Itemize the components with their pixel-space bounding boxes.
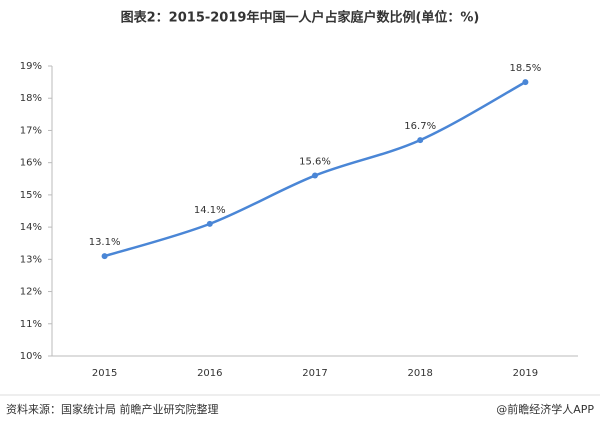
x-tick-label: 2018 (407, 368, 432, 379)
source-note: 资料来源：国家统计局 前瞻产业研究院整理 (6, 402, 219, 416)
y-tick-label: 18% (20, 93, 42, 104)
y-tick-label: 12% (20, 287, 42, 298)
value-label: 18.5% (510, 63, 542, 74)
point (206, 220, 213, 227)
x-tick-label: 2019 (513, 368, 538, 379)
credit: @前瞻经济学人APP (496, 402, 594, 416)
x-tick-label: 2017 (302, 368, 327, 379)
y-tick-label: 10% (20, 351, 42, 362)
point (312, 172, 318, 179)
line (104, 81, 527, 258)
y-tick-label: 13% (20, 254, 42, 265)
chart-title: 图表2：2015-2019年中国一人户占家庭户数比例(单位：%) (121, 10, 480, 26)
x-tick-label: 2015 (92, 368, 117, 379)
y-tick-label: 14% (20, 222, 42, 233)
x-tick-label: 2016 (197, 368, 222, 379)
value-label: 14.1% (194, 205, 226, 216)
point (101, 253, 108, 260)
value-label: 15.6% (299, 157, 331, 168)
point (522, 79, 529, 86)
y-tick-label: 16% (20, 158, 42, 169)
value-label: 13.1% (89, 237, 121, 248)
point (417, 137, 424, 144)
y-tick-label: 17% (20, 125, 42, 136)
value-label: 16.7% (404, 121, 436, 132)
y-tick-label: 11% (20, 319, 42, 330)
y-tick-label: 19% (20, 61, 42, 72)
y-tick-label: 15% (20, 190, 42, 201)
